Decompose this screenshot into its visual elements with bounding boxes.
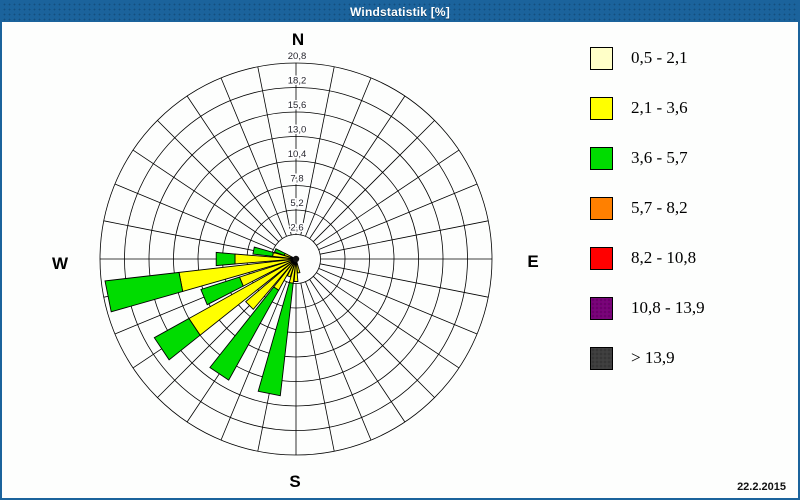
legend: 0,5 - 2,1 2,1 - 3,6 3,6 - 5,7 5,7 - 8,2 8,2 … [590, 46, 705, 396]
grid-spoke [316, 149, 460, 246]
radial-tick-label: 5,2 [290, 198, 303, 209]
compass-label-s: S [289, 472, 300, 491]
legend-item: 10,8 - 13,9 [590, 296, 705, 320]
petal-segment [257, 282, 294, 397]
petal-segment [209, 286, 280, 381]
legend-label: 3,6 - 5,7 [631, 148, 688, 167]
grid-spoke [319, 263, 489, 298]
grid-spoke [157, 120, 279, 242]
petal-segment [104, 271, 184, 313]
grid-spoke [186, 95, 283, 239]
radial-tick-label: 10,4 [288, 149, 307, 160]
petal-segment [215, 251, 236, 267]
grid-spoke [313, 276, 435, 398]
grid-spoke [305, 77, 372, 237]
radial-tick-label: 7,8 [290, 174, 303, 185]
grid-spoke [114, 183, 274, 250]
grid-spoke [309, 279, 406, 423]
radial-tick-label: 15,6 [288, 100, 307, 111]
legend-item: > 13,9 [590, 346, 705, 370]
rose-center-dot [292, 255, 300, 263]
legend-item: 2,1 - 3,6 [590, 96, 705, 120]
window-title: Windstatistik [%] [350, 5, 450, 19]
compass-label-e: E [527, 252, 538, 271]
grid-spoke [257, 66, 292, 236]
compass-label-n: N [292, 30, 304, 49]
petal-segment [252, 246, 274, 257]
petal-segment [245, 258, 297, 310]
legend-item: 3,6 - 5,7 [590, 146, 705, 170]
radial-tick-label: 2,6 [290, 223, 303, 234]
petal-segment [153, 317, 201, 361]
legend-label: 5,7 - 8,2 [631, 198, 688, 217]
grid-spoke [318, 268, 478, 335]
legend-label: > 13,9 [631, 348, 675, 367]
grid-spoke [300, 282, 335, 452]
grid-spoke [313, 120, 435, 242]
legend-swatch [590, 346, 613, 370]
legend-swatch [590, 96, 613, 120]
radial-tick-label: 13,0 [288, 125, 307, 136]
grid-spoke [103, 220, 273, 255]
radial-tick-label: 20,8 [288, 51, 307, 62]
petal-segment [200, 276, 244, 306]
legend-label: 10,8 - 13,9 [631, 298, 705, 317]
grid-spoke [318, 183, 478, 250]
legend-swatch [590, 46, 613, 70]
legend-item: 8,2 - 10,8 [590, 246, 705, 270]
date-label: 22.2.2015 [737, 481, 786, 493]
legend-swatch [590, 196, 613, 220]
window-titlebar[interactable]: Windstatistik [%] [2, 2, 798, 22]
legend-swatch [590, 146, 613, 170]
grid-spoke [319, 220, 489, 255]
legend-label: 2,1 - 3,6 [631, 98, 688, 117]
legend-swatch [590, 246, 613, 270]
legend-label: 0,5 - 2,1 [631, 48, 688, 67]
grid-spoke [220, 281, 287, 441]
legend-label: 8,2 - 10,8 [631, 248, 697, 267]
legend-item: 0,5 - 2,1 [590, 46, 705, 70]
grid-spoke [305, 281, 372, 441]
grid-spoke [300, 66, 335, 236]
grid-spoke [220, 77, 287, 237]
wind-rose-chart: 2,6 5,2 7,8 10,4 13,0 15,6 18,2 20,8 N S W E [52, 30, 539, 491]
radial-tick-label: 18,2 [288, 76, 307, 87]
grid-spoke [316, 272, 460, 369]
grid-spoke [309, 95, 406, 239]
grid-spoke [132, 149, 276, 246]
legend-item: 5,7 - 8,2 [590, 196, 705, 220]
legend-swatch [590, 296, 613, 320]
petal-segment [273, 248, 286, 256]
compass-label-w: W [52, 254, 69, 273]
